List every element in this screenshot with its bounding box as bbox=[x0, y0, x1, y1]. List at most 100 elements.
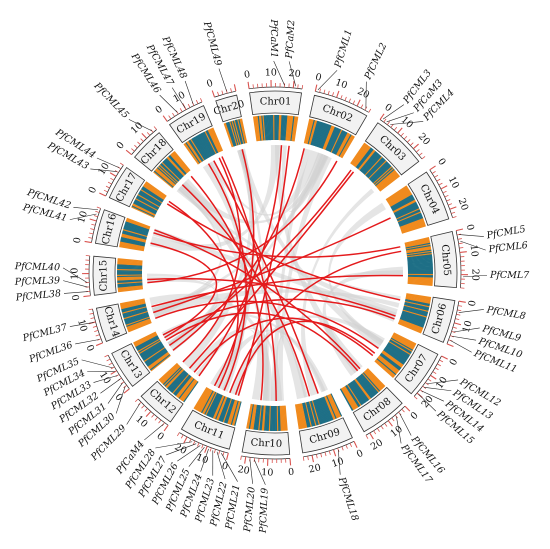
density-bin bbox=[325, 395, 337, 420]
density-bin bbox=[389, 339, 412, 354]
density-bin bbox=[141, 187, 163, 203]
density-bin bbox=[377, 172, 398, 190]
density-bin bbox=[401, 223, 426, 233]
density-bin bbox=[120, 237, 146, 245]
scale-tick bbox=[390, 124, 394, 128]
scale-tick bbox=[328, 450, 331, 455]
scale-tick bbox=[452, 326, 457, 329]
density-bin bbox=[301, 402, 309, 428]
density-bin bbox=[376, 357, 398, 375]
density-bin bbox=[121, 235, 146, 243]
scale-tick bbox=[404, 405, 411, 412]
density-bin bbox=[194, 136, 209, 159]
density-bin bbox=[310, 120, 319, 146]
density-bin bbox=[389, 193, 413, 208]
gene-label: PfCML5 bbox=[485, 224, 527, 242]
density-bin bbox=[119, 243, 145, 250]
density-bin bbox=[402, 308, 428, 317]
density-bin bbox=[117, 282, 143, 286]
density-bin bbox=[316, 122, 326, 147]
density-bin bbox=[367, 159, 387, 179]
scale-tick bbox=[233, 84, 237, 92]
density-bin bbox=[401, 312, 426, 322]
density-bin bbox=[209, 128, 222, 152]
scale-tick bbox=[125, 149, 132, 156]
tick-label: 0 bbox=[205, 78, 214, 90]
scale-baseline bbox=[455, 230, 462, 288]
scale-tick bbox=[95, 210, 100, 213]
density-bin bbox=[195, 135, 209, 159]
scale-tick bbox=[145, 411, 152, 418]
scale-tick bbox=[106, 358, 111, 362]
density-bin bbox=[165, 369, 185, 389]
scale-tick bbox=[377, 428, 380, 432]
scale-tick bbox=[209, 447, 212, 452]
density-bin bbox=[119, 241, 145, 248]
density-bin bbox=[199, 389, 213, 413]
density-bin bbox=[247, 403, 253, 429]
density-bin bbox=[281, 405, 285, 431]
density-bin bbox=[226, 122, 236, 147]
density-bin bbox=[378, 173, 399, 191]
gene-leader bbox=[184, 80, 194, 104]
density-bin bbox=[127, 320, 152, 331]
density-bin bbox=[394, 202, 418, 216]
gene-leader bbox=[390, 121, 424, 125]
density-bin bbox=[358, 150, 376, 171]
chromosome-box-chr06 bbox=[422, 296, 456, 343]
density-bin bbox=[384, 347, 406, 364]
density-bin bbox=[122, 308, 148, 318]
density-bin bbox=[156, 166, 177, 185]
gene-label: PfCaM1 bbox=[268, 18, 279, 58]
density-bin bbox=[407, 254, 433, 259]
density-bin bbox=[223, 398, 233, 423]
density-bin bbox=[394, 203, 418, 216]
density-bin bbox=[351, 380, 368, 403]
tick-label: 10 bbox=[265, 67, 277, 78]
density-bin bbox=[196, 388, 211, 411]
density-bin bbox=[404, 301, 430, 309]
gene-leader bbox=[221, 453, 238, 482]
density-bin bbox=[246, 403, 252, 429]
density-bin bbox=[327, 127, 339, 152]
density-bin bbox=[350, 381, 367, 403]
scale-tick bbox=[365, 435, 369, 439]
density-bin bbox=[153, 171, 174, 189]
density-bin bbox=[381, 351, 403, 368]
density-bin bbox=[143, 346, 166, 362]
density-bin bbox=[389, 340, 412, 355]
density-bin bbox=[145, 181, 167, 197]
density-bin bbox=[404, 238, 430, 245]
scale-tick bbox=[163, 424, 169, 432]
density-bin bbox=[404, 239, 430, 246]
density-bin bbox=[341, 135, 355, 159]
scale-baseline bbox=[413, 355, 442, 397]
density-bin bbox=[399, 217, 424, 228]
gene-leader bbox=[69, 322, 94, 327]
density-bin bbox=[339, 388, 354, 411]
gene-leader bbox=[399, 413, 412, 436]
scale-tick bbox=[108, 362, 113, 366]
scale-tick bbox=[458, 242, 463, 245]
gene-leader bbox=[460, 240, 486, 251]
scale-tick bbox=[444, 194, 449, 198]
density-bin bbox=[118, 288, 143, 293]
gene-leader bbox=[200, 448, 209, 472]
density-bin bbox=[358, 375, 376, 396]
scale-tick bbox=[292, 80, 295, 88]
density-bin bbox=[405, 242, 431, 249]
density-bin bbox=[234, 119, 243, 145]
density-bin bbox=[375, 359, 395, 378]
density-bin bbox=[122, 229, 148, 238]
density-bin bbox=[166, 369, 185, 390]
chromosome-box-chr15 bbox=[92, 255, 117, 296]
density-bin bbox=[316, 398, 326, 424]
density-bin bbox=[393, 201, 417, 215]
density-bin bbox=[373, 166, 393, 185]
gene-leader bbox=[216, 451, 226, 480]
density-bin bbox=[119, 298, 145, 305]
density-bin bbox=[407, 279, 433, 283]
density-bin bbox=[141, 186, 164, 202]
density-bin bbox=[322, 396, 333, 421]
density-bin bbox=[309, 120, 318, 145]
